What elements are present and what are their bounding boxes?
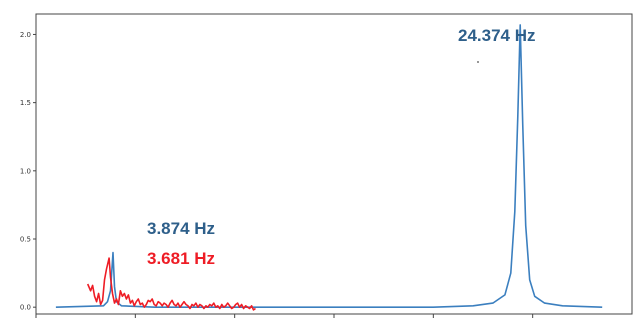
series-line-blue xyxy=(55,24,603,309)
x-axis xyxy=(35,314,534,318)
y-axis: 0.0 0.5 1.0 1.5 2.0 xyxy=(20,31,36,312)
series-line-red xyxy=(86,257,256,311)
peak-annotation-24374: 24.374 Hz xyxy=(458,26,536,45)
plot-area xyxy=(35,13,633,315)
y-tick-label: 2.0 xyxy=(20,31,31,39)
y-tick-label: 1.5 xyxy=(20,99,31,107)
y-tick-label: 1.0 xyxy=(20,167,31,175)
peak-annotation-3681: 3.681 Hz xyxy=(147,249,215,268)
series-layer xyxy=(55,24,603,311)
y-tick-label: 0.5 xyxy=(20,236,31,244)
peak-annotation-3874: 3.874 Hz xyxy=(147,219,215,238)
stray-dot xyxy=(477,61,479,63)
y-tick-label: 0.0 xyxy=(20,304,31,312)
